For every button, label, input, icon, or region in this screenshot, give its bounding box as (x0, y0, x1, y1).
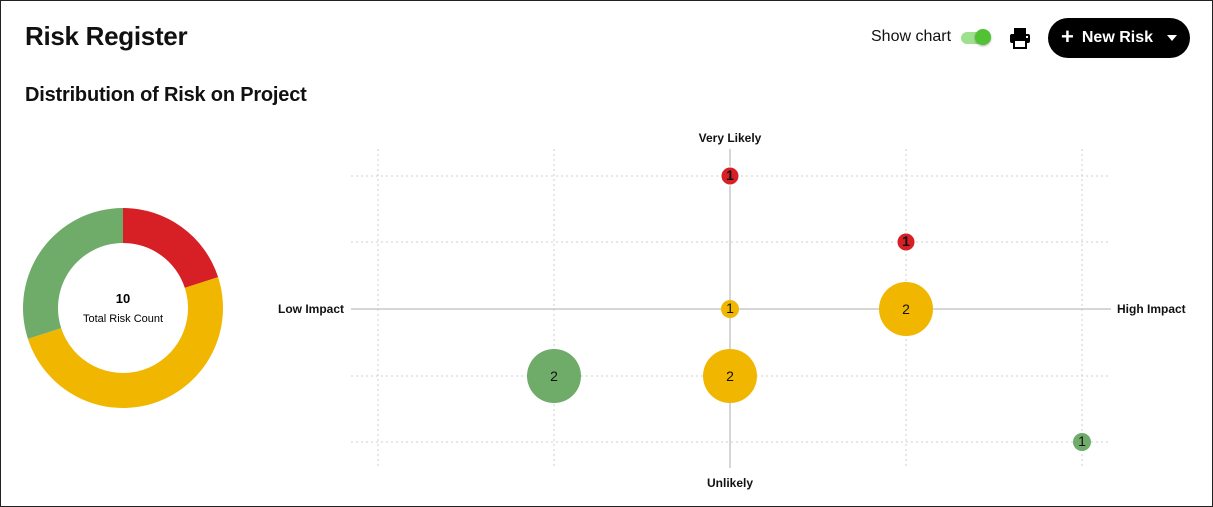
risk-bubble-count: 1 (726, 167, 734, 183)
new-risk-label: New Risk (1081, 29, 1153, 46)
risk-bubble-count: 2 (902, 301, 910, 317)
risk-bubble-medium[interactable] (879, 282, 933, 336)
risk-bubble-count: 1 (726, 300, 734, 316)
axis-label-high-impact: High Impact (1117, 302, 1186, 316)
show-chart-toggle[interactable] (959, 27, 993, 47)
axis-label-very-likely: Very Likely (699, 131, 762, 145)
risk-bubble-count: 2 (550, 368, 558, 384)
risk-bubble-medium[interactable] (721, 300, 739, 318)
risk-bubble-count: 1 (1078, 433, 1086, 449)
risk-bubble-high[interactable] (720, 166, 740, 186)
risk-bubble-medium[interactable] (703, 349, 757, 403)
risk-bubble-low[interactable] (1073, 433, 1091, 451)
total-risk-count: 10 (116, 291, 130, 306)
donut-segment-medium (27, 277, 223, 408)
show-chart-control[interactable]: Show chart (871, 27, 993, 47)
risk-bubble-low[interactable] (527, 349, 581, 403)
donut-segment-high (123, 208, 219, 288)
axis-label-low-impact: Low Impact (278, 302, 344, 316)
show-chart-label: Show chart (871, 28, 952, 45)
risk-bubble-count: 1 (902, 233, 910, 249)
printer-icon (1010, 28, 1030, 49)
page-title: Risk Register (25, 21, 188, 51)
chevron-down-icon (1167, 35, 1177, 41)
risk-bubble-high[interactable] (896, 232, 916, 252)
total-risk-caption: Total Risk Count (83, 313, 163, 325)
new-risk-button[interactable]: + New Risk (1048, 18, 1190, 58)
section-title: Distribution of Risk on Project (25, 84, 307, 106)
plus-icon: + (1061, 24, 1074, 49)
risk-bubble-count: 2 (726, 368, 734, 384)
print-button[interactable] (1007, 26, 1033, 50)
toggle-knob (975, 29, 992, 45)
donut-segment-low (22, 208, 123, 339)
axis-label-unlikely: Unlikely (707, 476, 753, 490)
